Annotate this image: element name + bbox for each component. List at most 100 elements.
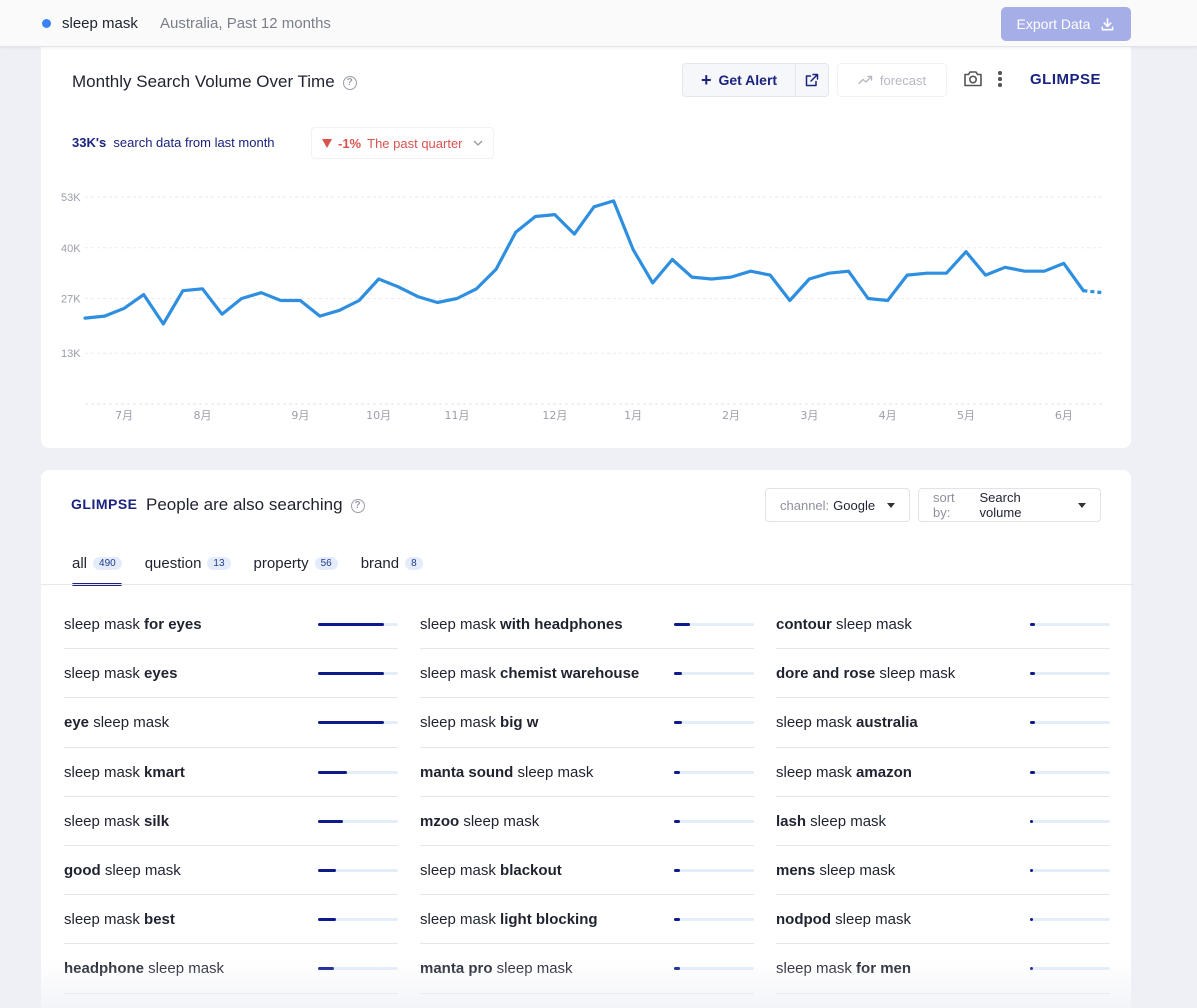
tab-label: brand (360, 554, 400, 572)
search-term-suffix: sleep mask (459, 812, 540, 830)
list-item[interactable]: good sleep mask (64, 846, 398, 896)
list-item[interactable]: sleep mask eyes (64, 649, 398, 699)
tabs-divider (41, 584, 1134, 585)
volume-bar-fill (674, 770, 681, 774)
help-icon[interactable]: ? (350, 499, 365, 513)
search-term-suffix: sleep mask (492, 960, 573, 978)
x-tick-label: 2月 (722, 409, 740, 422)
search-term: sleep mask eyes (64, 665, 177, 682)
volume-bar-fill (1030, 721, 1035, 725)
chart-title: Monthly Search Volume Over Time? (72, 72, 357, 92)
search-term-highlight: good (64, 861, 101, 879)
search-term-prefix: sleep mask (64, 616, 145, 633)
search-term-prefix: sleep mask (420, 714, 501, 732)
search-term-prefix: sleep mask (420, 665, 501, 683)
list-item[interactable]: sleep mask silk (64, 797, 398, 846)
tab-brand[interactable]: brand 8 (361, 550, 423, 576)
trend-dropdown[interactable]: -1% The past quarter (311, 127, 494, 159)
search-term-prefix: sleep mask (64, 665, 145, 683)
search-term: contour sleep mask (776, 616, 912, 633)
search-term-highlight: manta sound (420, 763, 514, 781)
search-term-suffix: sleep mask (144, 960, 225, 978)
search-term: sleep mask big w (420, 714, 538, 731)
related-searches-title: People are also searching? (146, 495, 365, 515)
trend-value: -1% (338, 135, 362, 151)
list-item[interactable]: contour sleep mask (776, 600, 1110, 650)
search-term-suffix: sleep mask (513, 763, 594, 781)
external-link-icon (805, 73, 819, 87)
list-item[interactable]: dore and rose sleep mask (776, 649, 1110, 699)
list-item[interactable]: sleep mask big w (420, 698, 754, 748)
search-column: sleep mask with headphones sleep mask che… (420, 600, 754, 994)
volume-bar-fill (674, 672, 682, 676)
open-external-button[interactable] (796, 64, 828, 96)
get-alert-button[interactable]: + Get Alert (683, 64, 796, 96)
caret-down-icon (887, 502, 896, 508)
list-item[interactable]: nodpod sleep mask (776, 895, 1110, 945)
search-term-suffix: sleep mask (831, 616, 912, 633)
channel-value: Google (833, 497, 876, 513)
sort-select[interactable]: sort by: Search volume (918, 488, 1101, 522)
glimpse-logo: GLIMPSE (71, 496, 138, 512)
list-item[interactable]: manta sound sleep mask (420, 748, 754, 797)
projected-series-line (1083, 289, 1104, 295)
screenshot-button[interactable] (963, 70, 983, 92)
volume-bar (1030, 868, 1110, 872)
search-term: sleep mask australia (776, 714, 918, 731)
search-term: sleep mask chemist warehouse (420, 665, 639, 682)
x-tick-label: 4月 (879, 409, 897, 422)
search-term-prefix: sleep mask (776, 714, 857, 732)
search-term-prefix: sleep mask (64, 911, 145, 929)
search-term-suffix: sleep mask (875, 665, 956, 683)
list-item[interactable]: lash sleep mask (776, 797, 1110, 846)
tab-question[interactable]: question 13 (145, 550, 231, 576)
trending-up-icon (858, 75, 873, 85)
volume-bar-fill (1030, 623, 1035, 626)
chevron-down-icon (473, 140, 482, 146)
search-term: nodpod sleep mask (776, 911, 911, 928)
list-item[interactable]: mens sleep mask (776, 846, 1110, 896)
search-term-prefix: sleep mask (64, 812, 145, 830)
forecast-button[interactable]: forecast (837, 63, 947, 97)
tab-count-badge: 56 (314, 556, 338, 570)
list-item[interactable]: sleep mask australia (776, 698, 1110, 748)
list-item[interactable]: sleep mask best (64, 895, 398, 945)
search-term: eye sleep mask (64, 714, 169, 731)
volume-bar (318, 721, 398, 725)
list-item[interactable]: sleep mask for eyes (64, 600, 398, 650)
list-item[interactable]: mzoo sleep mask (420, 797, 754, 846)
list-item[interactable]: sleep mask light blocking (420, 895, 754, 945)
export-data-button[interactable]: Export Data (1001, 7, 1131, 41)
volume-bar (674, 918, 754, 922)
y-tick-label: 53K (61, 192, 81, 204)
volume-bar (318, 819, 398, 823)
search-term: headphone sleep mask (64, 960, 224, 977)
more-options-button[interactable] (998, 71, 1004, 89)
search-term-highlight: eyes (144, 665, 178, 683)
list-item[interactable]: sleep mask for men (776, 944, 1110, 994)
volume-bar-fill (674, 623, 690, 626)
help-icon[interactable]: ? (342, 76, 357, 90)
tab-property[interactable]: property 56 (254, 550, 338, 576)
list-item[interactable]: sleep mask kmart (64, 748, 398, 797)
list-item[interactable]: sleep mask chemist warehouse (420, 649, 754, 699)
list-item[interactable]: sleep mask with headphones (420, 600, 754, 650)
list-item[interactable]: eye sleep mask (64, 698, 398, 748)
list-item[interactable]: sleep mask blackout (420, 846, 754, 896)
search-term: sleep mask light blocking (420, 911, 598, 928)
tab-all[interactable]: all 490 (72, 550, 122, 586)
search-term-highlight: light blocking (500, 911, 598, 929)
search-term-highlight: manta pro (420, 960, 493, 978)
search-term-suffix: sleep mask (830, 911, 912, 929)
list-item[interactable]: sleep mask amazon (776, 748, 1110, 797)
get-alert-label: Get Alert (718, 72, 778, 88)
search-term: sleep mask amazon (776, 764, 912, 781)
region-period-label: Australia, Past 12 months (160, 15, 331, 32)
channel-select[interactable]: channel: Google (765, 488, 910, 522)
search-term-highlight: lash (776, 812, 807, 830)
trend-down-icon (322, 138, 332, 148)
sort-label: sort by: (933, 490, 955, 520)
list-item[interactable]: headphone sleep mask (64, 944, 398, 994)
list-item[interactable]: manta pro sleep mask (420, 944, 754, 994)
volume-bar-fill (1030, 967, 1034, 971)
